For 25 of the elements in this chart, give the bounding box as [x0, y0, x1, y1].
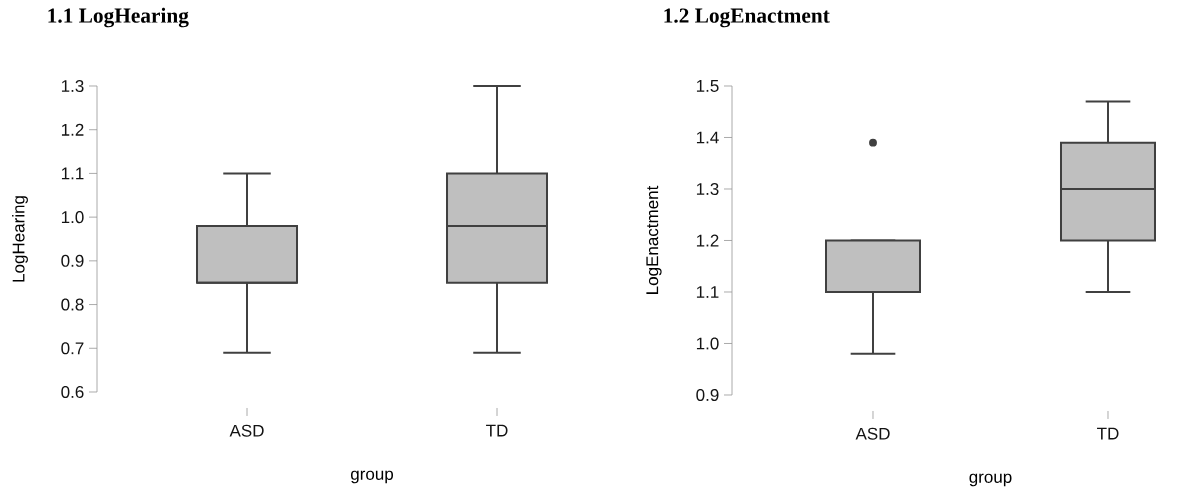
y-tick-label: 1.5: [696, 80, 719, 92]
y-tick-label: 1.3: [61, 79, 84, 93]
y-tick-label: 1.2: [61, 123, 84, 136]
y-tick-label: 1.1: [61, 167, 84, 180]
y-tick-label: 0.6: [61, 385, 84, 399]
x-axis-title: group: [969, 473, 1012, 487]
y-tick-label: 1.2: [696, 234, 719, 247]
y-tick-label: 1.0: [61, 211, 84, 224]
y-tick-label: 1.4: [696, 131, 719, 144]
x-tick-label: TD: [486, 424, 508, 437]
x-tick-label: ASD: [229, 424, 264, 437]
chart-title: 1.2 LogEnactment: [664, 8, 830, 28]
y-tick-label: 0.9: [696, 388, 719, 402]
x-tick-label: ASD: [855, 427, 890, 440]
y-tick-label: 1.1: [696, 286, 719, 298]
x-axis-title: group: [350, 470, 394, 484]
y-axis-title: LogEnactment: [646, 185, 662, 294]
x-tick-label: TD: [1097, 427, 1119, 440]
y-tick-label: 1.0: [696, 337, 719, 350]
y-tick-label: 1.3: [696, 182, 719, 196]
y-tick-label: 0.8: [61, 298, 84, 311]
y-tick-label: 0.7: [61, 342, 84, 355]
y-axis-title: LogHearing: [12, 196, 28, 282]
y-tick-label: 0.9: [61, 254, 84, 267]
chart-title: 1.1 LogHearing: [48, 7, 189, 28]
